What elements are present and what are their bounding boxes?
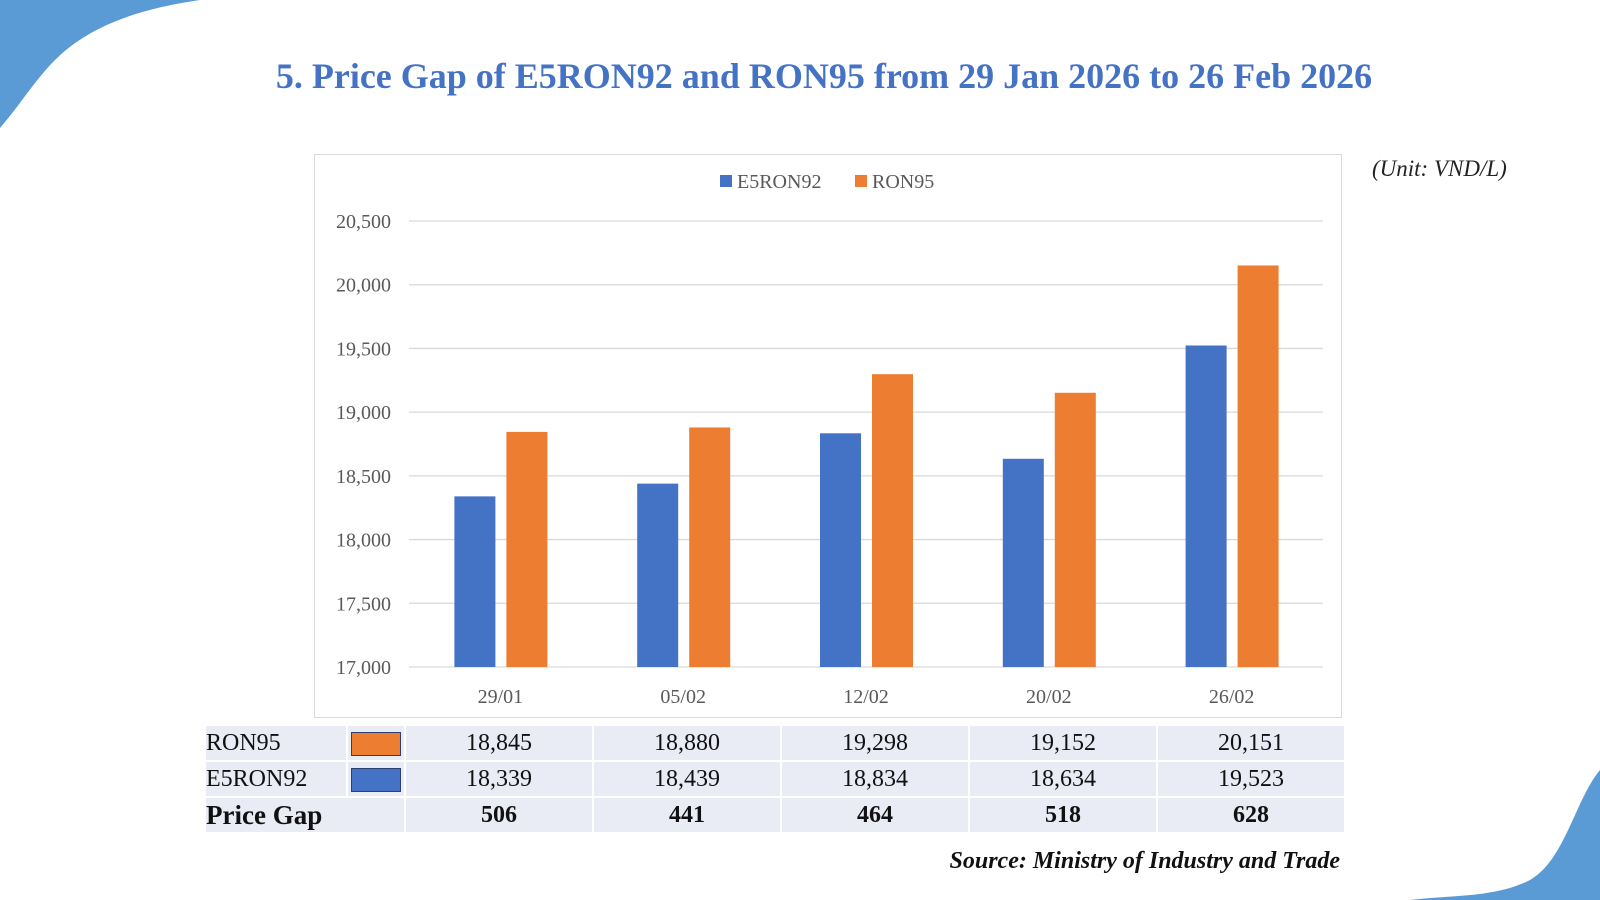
bar-e5ron92 (637, 483, 679, 667)
table-cell: 506 (406, 798, 592, 832)
bar-ron95 (872, 374, 913, 667)
y-tick-label: 17,000 (336, 657, 391, 679)
table-cell: 19,298 (782, 726, 968, 760)
page-title: 5. Price Gap of E5RON92 and RON95 from 2… (275, 56, 1373, 96)
table-cell: 464 (782, 798, 968, 832)
x-tick-label: 26/02 (1209, 686, 1255, 708)
bar-ron95 (1054, 392, 1096, 667)
table-cell: 18,880 (594, 726, 780, 760)
legend-swatch-e5ron92 (720, 175, 732, 187)
bar-e5ron92 (454, 496, 496, 667)
legend-swatch-ron95 (855, 175, 867, 187)
legend-label: E5RON92 (737, 171, 821, 193)
table-cell: 628 (1158, 798, 1344, 832)
bar-ron95 (506, 431, 548, 667)
table-cell: 18,834 (782, 762, 968, 796)
y-tick-label: 17,500 (336, 593, 391, 615)
x-tick-label: 29/01 (478, 686, 524, 708)
table-cell: 18,439 (594, 762, 780, 796)
row-label: RON95 (206, 726, 346, 760)
x-tick-label: 05/02 (660, 686, 706, 708)
table-cell: 19,152 (970, 726, 1156, 760)
bar-e5ron92 (1002, 458, 1044, 667)
row-label: Price Gap (206, 798, 404, 832)
x-tick-label: 20/02 (1026, 686, 1072, 708)
table-row-price-gap: Price Gap 506 441 464 518 628 (206, 798, 1344, 832)
bar-chart: 17,000 17,500 18,000 18,500 19,000 19,500 20,0… (336, 171, 1323, 708)
y-tick-label: 18,500 (336, 466, 391, 488)
bar-ron95 (1237, 265, 1279, 667)
chart-container: 17,000 17,500 18,000 18,500 19,000 19,500 20,0… (314, 154, 1342, 718)
table-cell: 20,151 (1158, 726, 1344, 760)
table-row-e5ron92: E5RON92 18,339 18,439 18,834 18,634 19,5… (206, 762, 1344, 796)
x-tick-label: 12/02 (843, 686, 889, 708)
bar-e5ron92 (1185, 345, 1227, 667)
table-cell: 18,845 (406, 726, 592, 760)
data-table: RON95 18,845 18,880 19,298 19,152 20,151… (204, 724, 1346, 834)
y-tick-label: 19,000 (336, 402, 391, 424)
y-tick-label: 18,000 (336, 530, 391, 552)
unit-label: (Unit: VND/L) (1372, 156, 1507, 181)
y-tick-label: 19,500 (336, 338, 391, 360)
legend-label: RON95 (872, 171, 934, 193)
e5ron92-swatch (351, 767, 401, 792)
table-row-ron95: RON95 18,845 18,880 19,298 19,152 20,151 (206, 726, 1344, 760)
bar-e5ron92 (820, 433, 861, 667)
y-tick-label: 20,000 (336, 275, 391, 297)
table-cell: 518 (970, 798, 1156, 832)
y-tick-label: 20,500 (336, 211, 391, 233)
ron95-swatch (351, 731, 401, 756)
table-cell: 18,339 (406, 762, 592, 796)
table-cell: 19,523 (1158, 762, 1344, 796)
row-label: E5RON92 (206, 762, 346, 796)
table-cell: 441 (594, 798, 780, 832)
table-cell: 18,634 (970, 762, 1156, 796)
source-note: Source: Ministry of Industry and Trade (949, 848, 1341, 874)
bar-ron95 (689, 427, 731, 667)
